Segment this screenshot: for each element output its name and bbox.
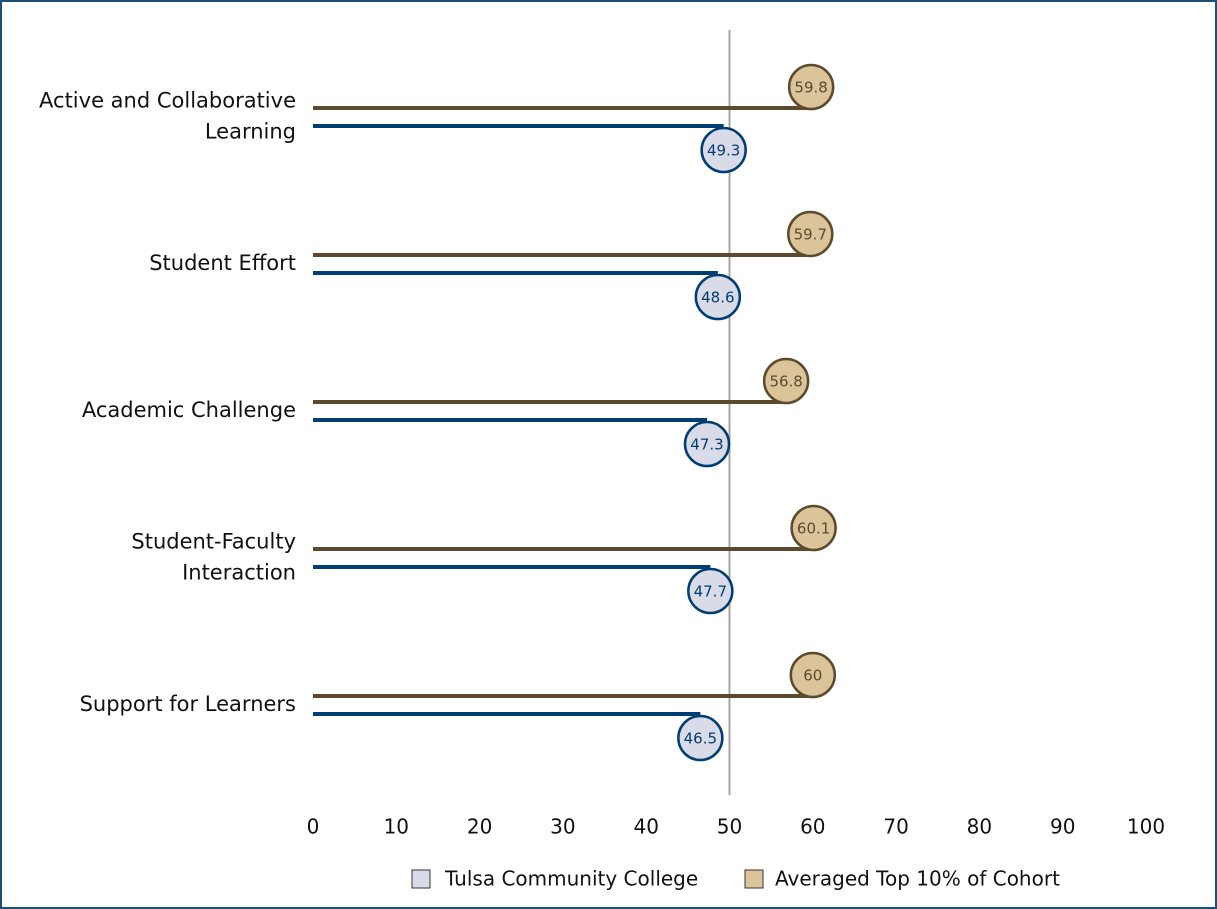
- x-tick-label: 40: [633, 815, 658, 839]
- x-tick-label: 100: [1127, 815, 1165, 839]
- value-label: 56.8: [769, 373, 802, 391]
- value-label: 47.7: [694, 583, 727, 601]
- value-label: 60: [803, 667, 822, 685]
- legend-label: Tulsa Community College: [444, 867, 698, 891]
- x-tick-label: 70: [883, 815, 908, 839]
- x-tick-label: 30: [550, 815, 575, 839]
- category-label: Learning: [205, 120, 296, 144]
- lollipop-marker: [787, 210, 834, 258]
- lollipop-marker: [762, 357, 810, 405]
- category-label: Student Effort: [149, 251, 296, 275]
- category-label: Active and Collaborative: [39, 89, 296, 113]
- x-tick-label: 20: [467, 815, 492, 839]
- x-tick-label: 50: [717, 815, 742, 839]
- lollipop-marker: [787, 63, 835, 111]
- x-tick-label: 60: [800, 815, 825, 839]
- category-label: Student-Faculty: [131, 530, 296, 554]
- lollipop-marker: [700, 126, 747, 174]
- category-label: Academic Challenge: [82, 398, 296, 422]
- lollipop-marker: [789, 651, 837, 699]
- value-label: 48.6: [701, 289, 734, 307]
- lollipop-marker: [694, 273, 742, 321]
- x-tick-label: 90: [1050, 815, 1075, 839]
- value-label: 59.7: [794, 226, 827, 244]
- legend-swatch: [411, 869, 431, 889]
- x-tick-label: 10: [384, 815, 409, 839]
- value-label: 60.1: [797, 520, 830, 538]
- x-tick-label: 80: [967, 815, 992, 839]
- lollipop-marker: [790, 504, 837, 552]
- category-label: Interaction: [182, 561, 296, 585]
- lollipop-marker: [687, 567, 734, 615]
- value-label: 47.3: [690, 436, 723, 454]
- lollipop-marker: [683, 420, 731, 468]
- lollipop-marker: [677, 714, 724, 762]
- legend-label: Averaged Top 10% of Cohort: [775, 867, 1060, 891]
- category-label: Support for Learners: [80, 692, 296, 716]
- value-label: 59.8: [794, 79, 827, 97]
- value-label: 46.5: [684, 730, 717, 748]
- value-label: 49.3: [707, 142, 740, 160]
- x-tick-label: 0: [307, 815, 320, 839]
- legend-swatch: [744, 869, 764, 889]
